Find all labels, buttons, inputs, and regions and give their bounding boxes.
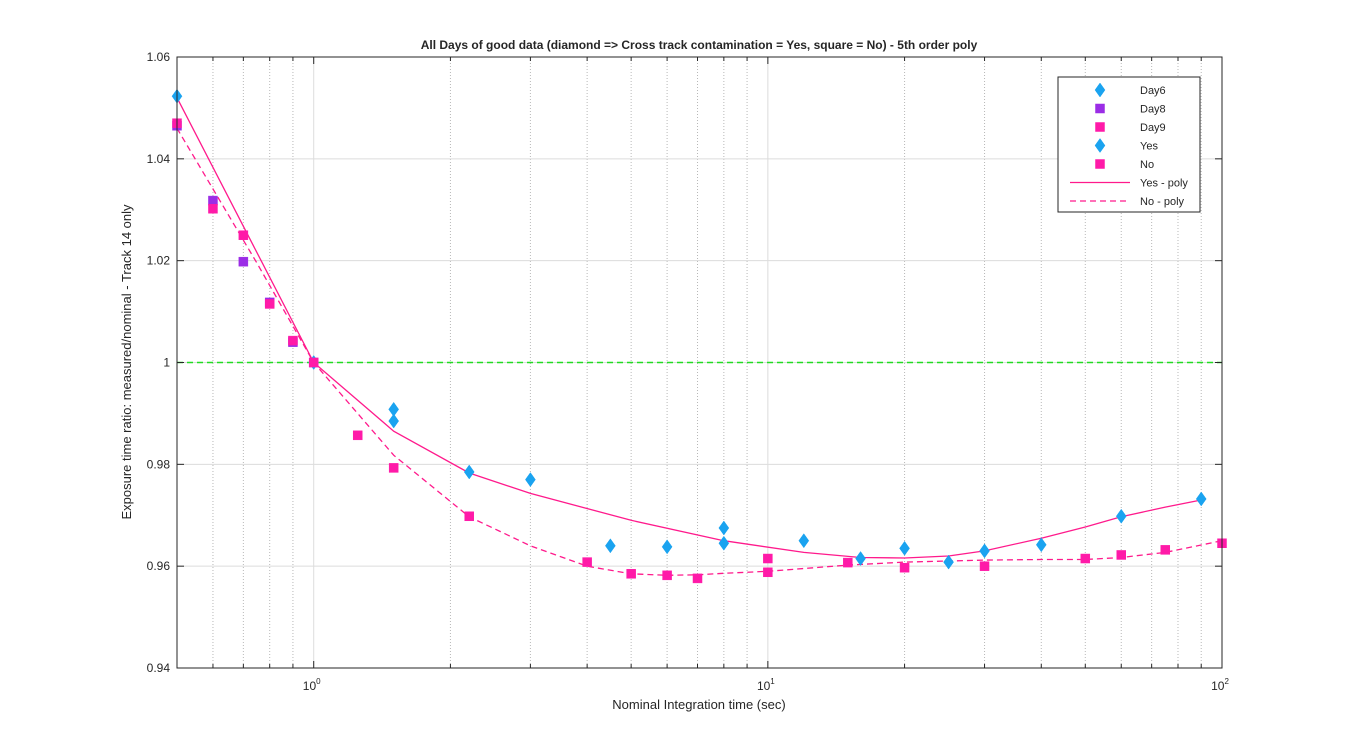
legend-label: Yes - poly: [1140, 178, 1188, 190]
data-point-day9: [899, 562, 910, 573]
y-tick-label: 1: [163, 356, 170, 370]
y-tick-label: 0.98: [147, 457, 171, 471]
data-point-day6: [463, 464, 475, 480]
data-point-day9: [763, 567, 773, 578]
data-point-day9: [1116, 550, 1126, 560]
data-point-day6: [605, 538, 616, 554]
y-tick-label: 1.04: [147, 152, 171, 166]
y-tick-label: 1.02: [147, 254, 171, 268]
x-tick-label: 100: [303, 677, 321, 693]
legend-swatch-day8: [1095, 103, 1105, 114]
data-point-day8: [238, 256, 249, 267]
x-tick-label: 102: [1211, 677, 1229, 693]
legend-box: [1057, 76, 1201, 213]
data-point-day6: [525, 472, 536, 488]
data-point-day9: [1080, 553, 1091, 564]
legend-label: Yes: [1140, 141, 1158, 153]
data-point-day6: [1115, 508, 1127, 524]
data-point-day9: [352, 430, 363, 441]
legend-swatch-no: [1095, 159, 1105, 169]
data-point-day6: [388, 413, 399, 429]
data-point-day9: [464, 511, 474, 522]
data-point-day6: [798, 533, 810, 549]
series-line-no-poly: [176, 127, 1223, 576]
legend-swatch-day9: [1095, 122, 1105, 132]
data-point-day6: [661, 539, 673, 555]
data-point-day6: [1195, 491, 1207, 507]
y-tick-label: 0.96: [147, 559, 171, 573]
data-point-day9: [763, 553, 773, 564]
y-tick-label: 0.94: [147, 661, 171, 675]
legend-label: Day6: [1140, 85, 1166, 97]
legend-swatch-yes: [1094, 138, 1106, 153]
axis-ticks: 0.94 0.96 0.98 1 1.02 1.04 1.06 100 101 102: [147, 50, 1230, 693]
data-point-day9: [388, 463, 399, 473]
x-axis-label: Nominal Integration time (sec): [612, 697, 785, 712]
y-axis-label: Exposure time ratio: measured/nominal - …: [119, 204, 134, 520]
data-point-day6: [943, 554, 954, 570]
legend-swatch-day6: [1094, 82, 1106, 98]
data-point-day9: [979, 561, 990, 571]
data-point-day9: [662, 570, 672, 581]
data-point-day9: [843, 557, 853, 568]
data-point-day9: [238, 230, 249, 240]
data-point-day6: [979, 543, 990, 559]
data-point-day9: [1160, 545, 1171, 555]
chart-title: All Days of good data (diamond => Cross …: [421, 38, 978, 52]
legend: Day6 Day8 Day9 Yes No Yes - poly No - poly: [1057, 76, 1201, 213]
legend-label: Day9: [1140, 122, 1166, 134]
data-point-day9: [208, 203, 218, 214]
data-point-day6: [899, 540, 910, 556]
data-point-day9: [626, 569, 636, 579]
legend-label: No - poly: [1140, 196, 1185, 208]
data-point-day9: [264, 299, 275, 309]
x-tick-label: 101: [757, 677, 775, 693]
data-point-day6: [718, 520, 730, 536]
data-point-day9: [692, 573, 703, 584]
legend-label: No: [1140, 159, 1154, 171]
data-point-day6: [855, 551, 866, 566]
data-point-day6: [1035, 537, 1047, 553]
legend-label: Day8: [1140, 104, 1166, 116]
data-point-day8: [208, 195, 218, 206]
data-point-day6: [718, 535, 730, 551]
data-point-day9: [582, 557, 592, 567]
data-point-day9: [308, 357, 319, 368]
y-tick-label: 1.06: [147, 50, 171, 64]
data-point-day9: [288, 335, 298, 346]
